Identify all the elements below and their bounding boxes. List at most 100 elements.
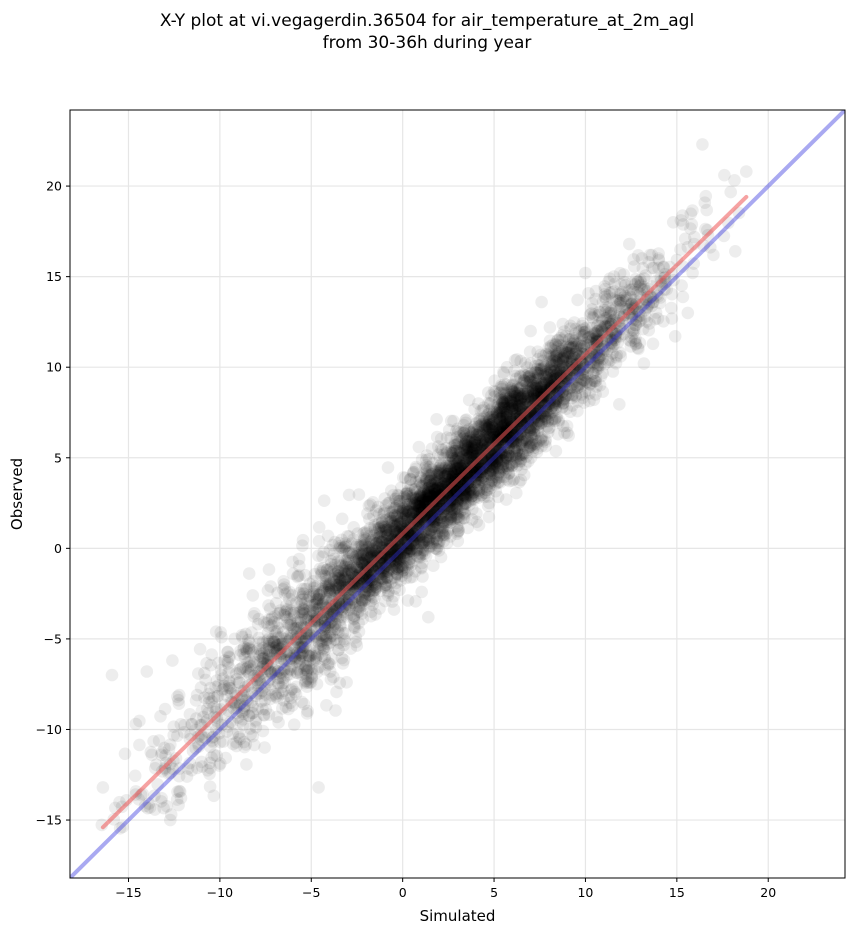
scatter-point <box>459 435 473 448</box>
scatter-point <box>476 439 490 452</box>
scatter-point <box>546 399 559 413</box>
scatter-points <box>95 138 753 835</box>
scatter-point <box>449 442 462 456</box>
scatter-point <box>438 528 452 541</box>
scatter-point <box>446 446 460 460</box>
scatter-point <box>368 573 382 586</box>
scatter-point <box>381 564 394 578</box>
scatter-point <box>442 463 455 476</box>
scatter-point <box>331 569 345 582</box>
scatter-point <box>218 654 232 667</box>
scatter-point <box>311 634 325 648</box>
scatter-point <box>535 439 548 453</box>
scatter-point <box>469 466 482 480</box>
scatter-point <box>482 386 495 399</box>
scatter-point <box>534 382 547 396</box>
scatter-point <box>700 203 713 217</box>
scatter-point <box>340 596 354 609</box>
scatter-point <box>469 490 482 504</box>
scatter-point <box>532 367 545 380</box>
scatter-point <box>251 684 265 697</box>
scatter-point <box>430 532 444 546</box>
scatter-point <box>388 571 402 585</box>
scatter-point <box>472 412 485 426</box>
scatter-point <box>286 555 300 569</box>
scatter-point <box>486 452 500 466</box>
scatter-point <box>445 441 458 455</box>
scatter-point <box>378 580 391 593</box>
scatter-point <box>333 542 346 555</box>
scatter-point <box>426 537 440 550</box>
scatter-point <box>451 462 465 476</box>
scatter-point <box>524 421 537 435</box>
scatter-point <box>434 502 448 516</box>
scatter-point <box>302 661 316 675</box>
scatter-point <box>404 529 418 543</box>
scatter-point <box>445 506 459 519</box>
scatter-point <box>515 380 529 393</box>
scatter-point <box>276 702 289 715</box>
scatter-point <box>432 470 446 483</box>
scatter-point <box>539 347 553 361</box>
scatter-point <box>461 445 474 458</box>
scatter-point <box>484 417 497 431</box>
scatter-point <box>318 580 332 593</box>
scatter-point <box>433 513 446 526</box>
scatter-point <box>609 357 623 370</box>
scatter-point <box>457 494 470 507</box>
scatter-point <box>317 545 331 559</box>
scatter-point <box>491 490 505 504</box>
scatter-point <box>325 608 339 622</box>
scatter-point <box>495 414 509 428</box>
scatter-point <box>514 427 528 441</box>
scatter-point <box>296 593 310 606</box>
scatter-point <box>364 498 377 511</box>
scatter-point <box>393 583 406 597</box>
scatter-point <box>373 567 387 581</box>
scatter-point <box>623 283 636 297</box>
scatter-point <box>269 641 283 655</box>
scatter-point <box>391 534 405 548</box>
scatter-point <box>296 533 310 547</box>
scatter-point <box>583 330 597 344</box>
scatter-point <box>627 322 640 336</box>
scatter-point <box>283 585 297 599</box>
scatter-point <box>325 615 339 628</box>
scatter-point <box>373 561 386 575</box>
scatter-point <box>568 361 582 375</box>
scatter-point <box>514 401 528 414</box>
scatter-point <box>390 567 404 580</box>
scatter-point <box>413 489 427 503</box>
scatter-point <box>518 435 531 448</box>
scatter-point <box>458 485 472 498</box>
scatter-point <box>537 410 550 423</box>
scatter-point <box>359 539 372 552</box>
scatter-point <box>401 594 415 607</box>
scatter-point <box>542 373 556 387</box>
scatter-point <box>460 443 474 457</box>
scatter-point <box>309 651 323 665</box>
scatter-point <box>164 813 177 827</box>
scatter-point <box>549 345 563 358</box>
scatter-point <box>321 658 335 672</box>
scatter-point <box>531 383 544 397</box>
scatter-point <box>547 349 560 362</box>
scatter-point <box>311 592 324 606</box>
scatter-point <box>331 578 345 591</box>
scatter-point <box>242 668 255 682</box>
scatter-point <box>298 568 312 582</box>
scatter-point <box>266 635 279 649</box>
scatter-point <box>549 396 562 410</box>
scatter-point <box>303 604 317 617</box>
scatter-point <box>403 557 416 570</box>
scatter-point <box>364 534 378 547</box>
scatter-point <box>408 530 422 544</box>
scatter-point <box>564 381 578 395</box>
scatter-point <box>293 641 307 654</box>
scatter-point <box>496 410 510 424</box>
scatter-point <box>541 367 554 380</box>
scatter-point <box>171 785 184 799</box>
scatter-point <box>433 524 447 538</box>
scatter-point <box>577 396 591 409</box>
scatter-point <box>496 405 510 418</box>
